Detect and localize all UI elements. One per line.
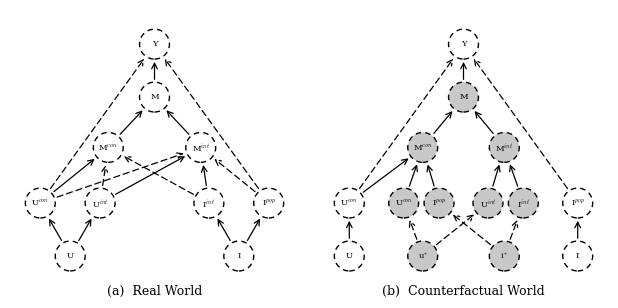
Text: i$^{*}$: i$^{*}$ xyxy=(501,251,508,261)
Ellipse shape xyxy=(334,241,364,271)
Text: I: I xyxy=(237,252,240,260)
Ellipse shape xyxy=(25,188,55,218)
Text: I$^{pop}$: I$^{pop}$ xyxy=(570,198,585,208)
Text: Y: Y xyxy=(460,40,467,48)
Ellipse shape xyxy=(55,241,85,271)
Text: U$^{int}$: U$^{int}$ xyxy=(480,197,496,209)
Text: (a)  Real World: (a) Real World xyxy=(107,285,202,298)
Text: U$^{int}$: U$^{int}$ xyxy=(91,197,109,209)
Text: I$^{pop}$: I$^{pop}$ xyxy=(261,198,276,208)
Ellipse shape xyxy=(449,82,478,112)
Ellipse shape xyxy=(449,29,478,59)
Text: U$^{con}$: U$^{con}$ xyxy=(341,198,358,208)
Text: M: M xyxy=(459,93,468,101)
Ellipse shape xyxy=(563,188,593,218)
Ellipse shape xyxy=(489,132,519,162)
Ellipse shape xyxy=(194,188,224,218)
Ellipse shape xyxy=(509,188,538,218)
Text: U: U xyxy=(67,252,74,260)
Text: M$^{int}$: M$^{int}$ xyxy=(495,141,514,154)
Text: U: U xyxy=(346,252,353,260)
Ellipse shape xyxy=(186,132,216,162)
Text: U$^{con}$: U$^{con}$ xyxy=(32,198,49,208)
Text: M$^{int}$: M$^{int}$ xyxy=(192,141,210,154)
Ellipse shape xyxy=(389,188,418,218)
Text: I$^{pop}$: I$^{pop}$ xyxy=(432,198,446,208)
Ellipse shape xyxy=(93,132,123,162)
Text: M$^{con}$: M$^{con}$ xyxy=(98,142,118,152)
Ellipse shape xyxy=(473,188,503,218)
Text: (b)  Counterfactual World: (b) Counterfactual World xyxy=(382,285,545,298)
Text: M: M xyxy=(150,93,159,101)
Ellipse shape xyxy=(140,82,169,112)
Ellipse shape xyxy=(408,132,438,162)
Ellipse shape xyxy=(140,29,169,59)
Text: U$^{con}$: U$^{con}$ xyxy=(395,198,413,208)
Ellipse shape xyxy=(424,188,454,218)
Ellipse shape xyxy=(408,241,438,271)
Text: u$^{*}$: u$^{*}$ xyxy=(418,251,428,261)
Ellipse shape xyxy=(254,188,284,218)
Ellipse shape xyxy=(85,188,115,218)
Ellipse shape xyxy=(563,241,593,271)
Text: M$^{con}$: M$^{con}$ xyxy=(413,142,433,152)
Ellipse shape xyxy=(334,188,364,218)
Ellipse shape xyxy=(224,241,254,271)
Text: I: I xyxy=(576,252,580,260)
Text: I$^{int}$: I$^{int}$ xyxy=(517,197,530,209)
Text: Y: Y xyxy=(151,40,158,48)
Ellipse shape xyxy=(489,241,519,271)
Text: I$^{int}$: I$^{int}$ xyxy=(202,197,216,209)
